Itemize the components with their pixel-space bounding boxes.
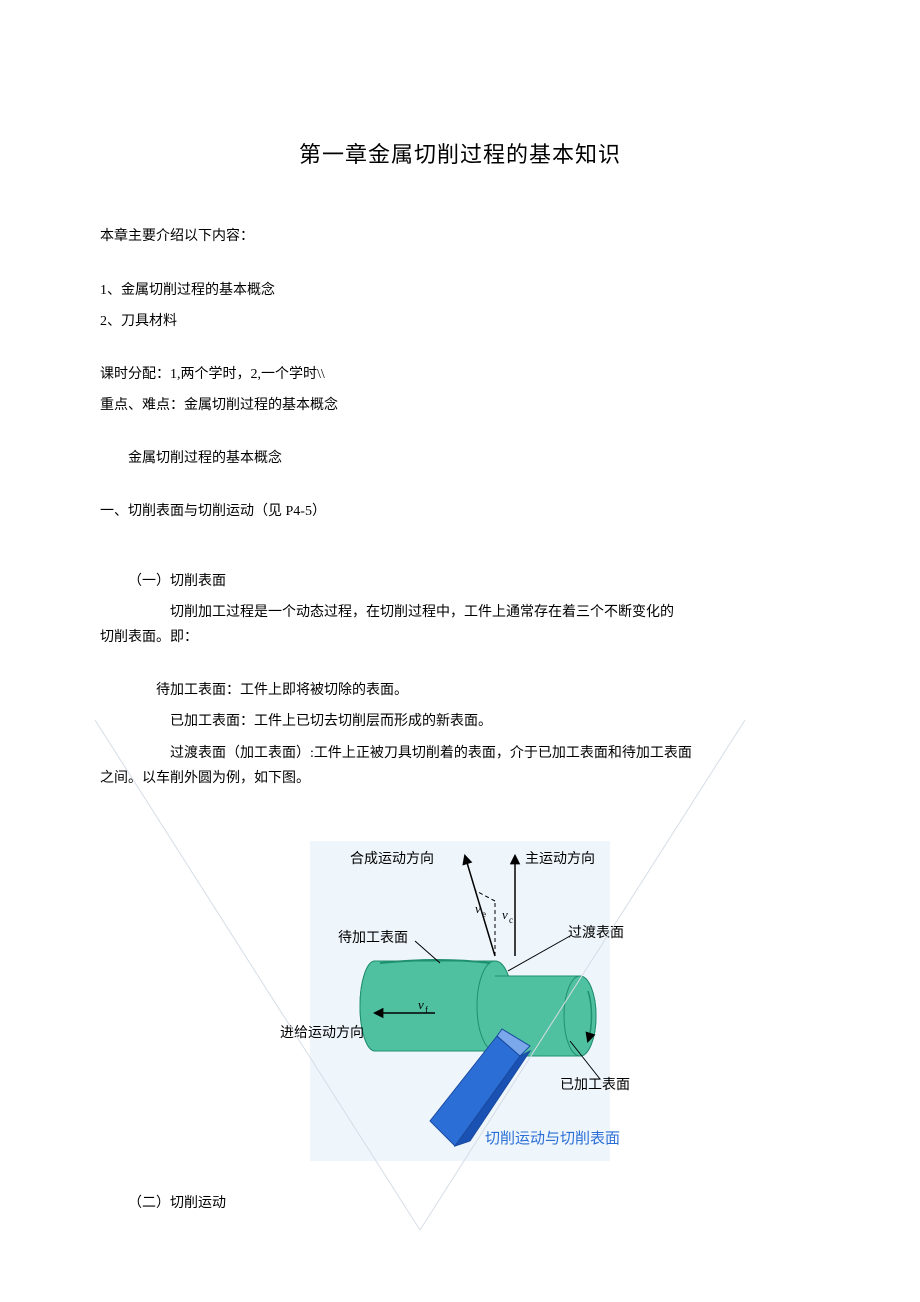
label-combined-motion: 合成运动方向 — [350, 847, 434, 872]
def-3b: 之间。以车削外圆为例，如下图。 — [100, 766, 820, 791]
section-1: 一、切削表面与切削运动（见 P4-5） — [100, 499, 820, 524]
def-2: 已加工表面：工件上已切去切削层而形成的新表面。 — [100, 709, 820, 734]
subsection-1: （一）切削表面 — [100, 569, 820, 594]
list-item-1: 1、金属切削过程的基本概念 — [100, 278, 820, 303]
intro-text: 本章主要介绍以下内容： — [100, 224, 820, 249]
label-main-motion: 主运动方向 — [525, 847, 595, 872]
svg-text:c: c — [509, 915, 513, 925]
section-0: 金属切削过程的基本概念 — [100, 446, 820, 471]
document-page: 第一章金属切削过程的基本知识 本章主要介绍以下内容： 1、金属切削过程的基本概念… — [0, 0, 920, 1302]
schedule-text: 课时分配：1,两个学时，2,一个学时\\ — [100, 362, 820, 387]
page-title: 第一章金属切削过程的基本知识 — [100, 135, 820, 175]
svg-text:v: v — [502, 907, 508, 922]
label-machined-surface: 已加工表面 — [560, 1073, 630, 1098]
figure-caption: 切削运动与切削表面 — [485, 1126, 620, 1153]
svg-text:e: e — [482, 909, 486, 919]
list-item-2: 2、刀具材料 — [100, 309, 820, 334]
keypoint-text: 重点、难点：金属切削过程的基本概念 — [100, 393, 820, 418]
svg-text:v: v — [418, 997, 424, 1012]
label-transition-surface: 过渡表面 — [568, 921, 624, 946]
svg-text:f: f — [425, 1005, 428, 1015]
body-1a: 切削加工过程是一个动态过程，在切削过程中，工件上通常存在着三个不断变化的 — [100, 600, 820, 625]
body-1b: 切削表面。即： — [100, 625, 820, 650]
subsection-2: （二）切削运动 — [100, 1191, 820, 1216]
def-1: 待加工表面：工件上即将被切除的表面。 — [100, 678, 820, 703]
def-3a: 过渡表面（加工表面）:工件上正被刀具切削着的表面，介于已加工表面和待加工表面 — [100, 741, 820, 766]
label-feed-motion: 进给运动方向 — [280, 1021, 364, 1046]
diagram-svg: v e v c v f — [270, 841, 650, 1161]
cutting-diagram: v e v c v f 合成运动方向 主运动方向 待加工表面 过渡表面 — [270, 841, 650, 1161]
svg-text:v: v — [475, 901, 481, 916]
label-pending-surface: 待加工表面 — [338, 926, 408, 951]
figure-container: v e v c v f 合成运动方向 主运动方向 待加工表面 过渡表面 — [100, 841, 820, 1161]
